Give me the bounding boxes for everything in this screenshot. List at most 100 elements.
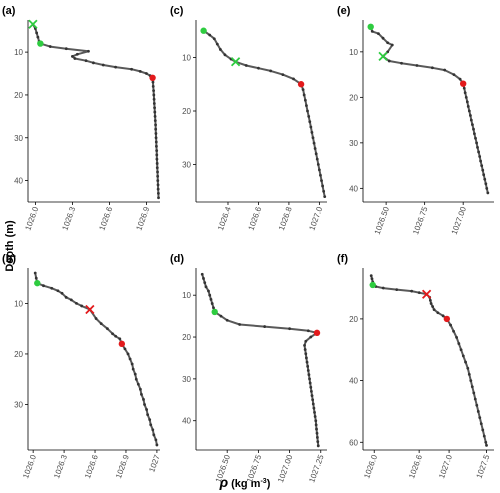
data-point	[390, 43, 394, 47]
data-point	[207, 289, 210, 293]
data-point	[307, 373, 311, 377]
data-point	[386, 41, 390, 45]
data-point	[306, 369, 310, 372]
panel-label: (c)	[170, 5, 184, 17]
data-point	[484, 182, 488, 186]
data-point	[481, 168, 485, 172]
data-point	[154, 123, 157, 127]
data-point	[478, 416, 482, 420]
y-tick-label: 20	[182, 107, 191, 116]
data-point	[154, 136, 158, 140]
data-point	[48, 45, 52, 48]
data-point	[475, 403, 479, 407]
y-tick-label: 30	[182, 375, 191, 384]
data-point	[238, 323, 242, 326]
data-point	[311, 398, 315, 402]
y-tick-label: 20	[14, 91, 23, 100]
red-dot-marker	[313, 329, 321, 337]
panel-e: (e) 10 20 30 40 1026.50 1026.75 1027.00	[337, 5, 494, 236]
data-point	[480, 164, 484, 168]
y-axis-title: Depth (m)	[4, 220, 16, 272]
data-point	[131, 367, 135, 371]
data-point	[320, 179, 323, 182]
data-point	[157, 196, 160, 200]
data-point	[269, 69, 273, 73]
data-point	[465, 100, 469, 104]
data-point	[472, 127, 475, 131]
data-point	[80, 304, 84, 308]
data-point	[218, 48, 222, 51]
x-tick-label: 1026.6	[247, 205, 264, 232]
data-point	[209, 297, 213, 301]
data-point	[309, 385, 313, 389]
data-point	[464, 95, 468, 99]
data-point	[114, 334, 118, 338]
data-point	[33, 271, 37, 275]
y-tick-label: 20	[349, 315, 358, 324]
data-point	[479, 422, 483, 426]
red-dot-marker	[297, 81, 305, 88]
data-point	[370, 29, 374, 33]
y-tick-label: 10	[182, 53, 191, 62]
x-tick-label: 1027	[147, 453, 162, 473]
data-point	[314, 152, 318, 156]
data-point	[71, 55, 74, 58]
data-point	[126, 352, 130, 356]
x-tick-label: 1026.6	[407, 453, 424, 480]
x-tick-label: 1027.25	[307, 453, 326, 484]
data-point	[257, 66, 260, 70]
profile-line	[201, 274, 320, 446]
x-tick-label: 1026.50	[214, 453, 233, 484]
data-point	[155, 144, 158, 148]
data-point	[303, 348, 307, 351]
data-point	[50, 286, 54, 290]
green-dot-marker	[211, 308, 218, 316]
x-tick-label: 1027.00	[276, 453, 295, 484]
y-tick-label: 60	[349, 438, 358, 447]
data-point	[316, 444, 320, 448]
x-axis-title: ρ (kg m-3)	[219, 474, 271, 490]
profile-line	[32, 23, 160, 198]
x-tick-label: 1026.0	[23, 205, 40, 232]
data-point	[313, 147, 317, 150]
data-point	[307, 114, 311, 118]
data-point	[111, 332, 114, 336]
profile-line	[34, 272, 158, 446]
x-tick-label: 1026.6	[97, 205, 114, 232]
data-point	[56, 289, 60, 293]
data-point	[301, 88, 305, 91]
data-point	[400, 61, 403, 65]
data-point	[153, 114, 157, 118]
data-point	[443, 68, 447, 72]
data-point	[312, 141, 316, 145]
data-point	[311, 402, 315, 406]
x-tick-label: 1026.0	[21, 453, 38, 480]
data-point	[152, 97, 156, 101]
x-tick-label: 1026.4	[216, 205, 233, 232]
data-point	[155, 153, 159, 157]
data-point	[64, 295, 68, 299]
panels: (a) 10 20 30 40 1026.0 1026.3 1026.6 1026.9 (c) 10…	[2, 5, 494, 484]
data-point	[455, 336, 458, 339]
data-point	[303, 98, 307, 102]
data-point	[428, 298, 432, 302]
panel-c: (c) 10 20 30 1026.4 1026.6 1026.8 1027.0	[170, 5, 327, 232]
data-point	[482, 173, 486, 177]
data-point	[458, 77, 462, 81]
data-point	[310, 131, 314, 134]
data-point	[310, 394, 314, 398]
data-point	[441, 314, 445, 318]
data-point	[486, 191, 490, 195]
data-point	[431, 305, 435, 308]
y-tick-label: 20	[182, 333, 191, 342]
data-point	[219, 314, 223, 318]
data-point	[485, 443, 488, 447]
x-tick-label: 1027.00	[450, 205, 469, 236]
green-dot-marker	[34, 279, 41, 287]
data-point	[317, 168, 321, 172]
data-point	[263, 325, 267, 328]
data-point	[145, 408, 148, 411]
data-point	[312, 406, 316, 410]
data-point	[306, 329, 310, 333]
